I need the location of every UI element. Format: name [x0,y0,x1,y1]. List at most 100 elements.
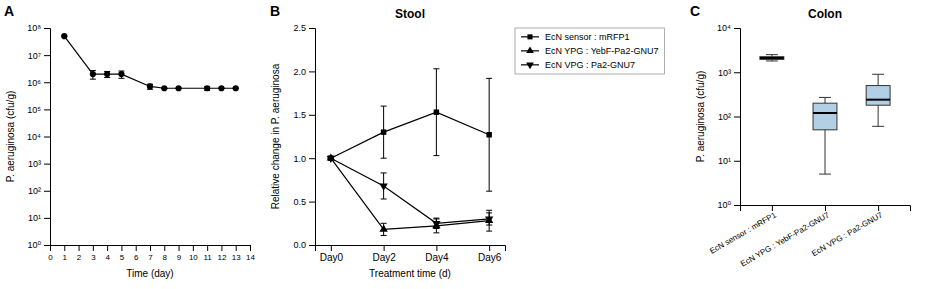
point [161,85,167,91]
tick-label: 4 [105,253,110,262]
tick-mark [309,28,315,29]
legend-label: EcN VPG : Pa2-GNU7 [545,60,635,70]
tick-label: Day2 [372,252,396,263]
error-bar [433,69,439,156]
point [379,184,387,191]
error-bar [147,84,153,89]
tick-mark [44,82,50,83]
tick: 0.5 [293,197,315,207]
median-line [866,99,890,101]
series [328,69,492,191]
tick-mark [207,245,208,251]
tick-label: 14 [246,253,255,262]
y-axis: 10⁰10¹10²10³10⁴10⁵10⁶10⁷10⁸ [27,23,50,250]
error-cap [486,191,492,192]
tick: 3 [91,245,96,262]
tick-mark [79,245,80,251]
tick-mark [309,245,315,246]
panel-label: A [4,3,14,19]
whisker [878,105,879,126]
panel-label: C [690,3,700,19]
tick-label: 6 [134,253,139,262]
axis-line [309,29,316,246]
tick-label: 0 [48,253,53,262]
tick: 7 [148,245,153,262]
whisker-cap [766,60,778,61]
tick-label: 10⁰ [717,200,731,210]
point [233,85,239,91]
median-line [760,57,784,59]
x-axis: 01234567891011121314 [48,245,255,262]
tick-label: 5 [120,253,125,262]
legend-entry: EcN sensor : mRFP1 [521,32,630,42]
axis-line [51,246,251,252]
error-cap [486,231,492,232]
tick-mark [179,245,180,251]
y-axis: 10⁰10¹10²10³10⁴ [717,23,740,210]
box-body [760,57,784,60]
tick-label: 9 [177,253,182,262]
error-bar [118,71,124,78]
tick-mark [250,245,251,251]
tick-label: 7 [148,253,153,262]
legend-label: EcN YPG : YebF-Pa2-GNU7 [545,46,658,56]
tick-label: 10⁷ [28,51,41,61]
error-cap [381,158,387,159]
tick: 10³ [718,68,740,78]
tick-mark [309,71,315,72]
axis-line [44,29,51,246]
tick-mark [44,28,50,29]
tick-label: 1.5 [293,110,306,120]
tick-label: 2.5 [293,23,306,33]
y-axis-title: P. aeruginosa (cfu/g) [5,91,16,183]
series [61,33,239,91]
tick-mark [44,245,50,246]
tick-mark [236,245,237,251]
tick-label: 10³ [28,159,41,169]
tick: 10¹ [718,156,740,166]
point [204,85,210,91]
x-axis-title: Time (day) [126,268,173,279]
point [147,83,153,89]
tick-label: 10³ [718,68,731,78]
tick-label: 3 [91,253,96,262]
y-axis-title: P. aeruginosa (cfu/g) [695,71,706,163]
legend-marker [526,63,534,70]
series [327,153,494,235]
legend-entry: EcN YPG : YebF-Pa2-GNU7 [521,46,658,56]
tick-label: EcN VPG : Pa2-GNU7 [810,210,884,258]
tick-mark [734,28,740,29]
error-bar [381,106,387,158]
tick: 14 [246,245,255,262]
point [381,129,386,134]
error-cap [486,212,492,213]
tick: 10⁰ [27,240,50,250]
series [327,156,494,229]
whisker [825,97,826,103]
legend-label: EcN sensor : mRFP1 [545,32,630,42]
whisker-cap [872,126,884,127]
tick-label: Day6 [478,252,502,263]
tick: 13 [232,245,241,262]
tick: 1.0 [293,154,315,164]
tick: 2.5 [293,23,315,33]
tick-label: 10 [189,253,198,262]
x-axis: EcN sensor : mRFP1EcN YPG : YebF-Pa2-GNU… [708,205,910,269]
whisker-cap [819,174,831,175]
chart-svg: 0123456789101112131410⁰10¹10²10³10⁴10⁵10… [0,0,933,289]
x-axis: Day0 Day2 Day4 Day6 [316,245,506,263]
box [813,97,837,174]
tick: 10⁸ [27,23,50,33]
tick-mark [44,191,50,192]
tick-label: 10⁰ [27,240,41,250]
whisker [825,130,826,174]
tick-mark [734,117,740,118]
tick-label: Day4 [425,252,449,263]
axis-line [734,29,741,206]
legend-marker [526,46,534,53]
tick-mark [436,245,437,251]
tick-label: Day0 [320,252,344,263]
tick-label: 8 [163,253,168,262]
tick-label: 11 [203,253,212,262]
tick-mark [121,245,122,251]
